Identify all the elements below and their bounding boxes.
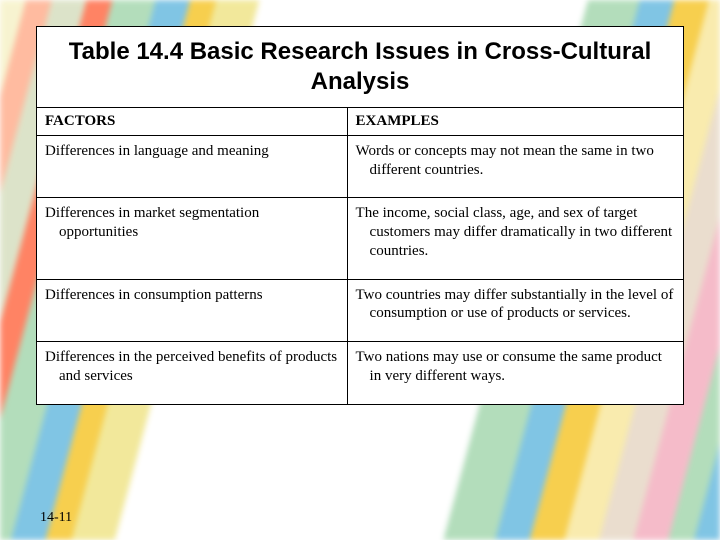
factor-cell: Differences in consumption patterns: [45, 286, 339, 305]
col-header-factors: FACTORS: [37, 108, 348, 136]
example-cell: The income, social class, age, and sex o…: [356, 204, 675, 260]
example-cell: Two countries may differ substantially i…: [356, 286, 675, 324]
factor-cell: Differences in the perceived benefits of…: [45, 348, 339, 386]
table-header-row: FACTORS EXAMPLES: [37, 108, 684, 136]
col-header-examples: EXAMPLES: [347, 108, 683, 136]
slide-content: Table 14.4 Basic Research Issues in Cros…: [0, 0, 720, 405]
example-cell: Words or concepts may not mean the same …: [356, 142, 675, 180]
table-row: Differences in language and meaning Word…: [37, 135, 684, 198]
title-cell: Table 14.4 Basic Research Issues in Cros…: [36, 26, 684, 107]
slide-number: 14-11: [40, 510, 72, 526]
research-issues-table: FACTORS EXAMPLES Differences in language…: [36, 107, 684, 405]
table-row: Differences in the perceived benefits of…: [37, 342, 684, 405]
factor-cell: Differences in language and meaning: [45, 142, 339, 161]
example-cell: Two nations may use or consume the same …: [356, 348, 675, 386]
factor-cell: Differences in market segmentation oppor…: [45, 204, 339, 242]
table-row: Differences in consumption patterns Two …: [37, 279, 684, 342]
table-title: Table 14.4 Basic Research Issues in Cros…: [57, 37, 663, 97]
table-row: Differences in market segmentation oppor…: [37, 198, 684, 279]
